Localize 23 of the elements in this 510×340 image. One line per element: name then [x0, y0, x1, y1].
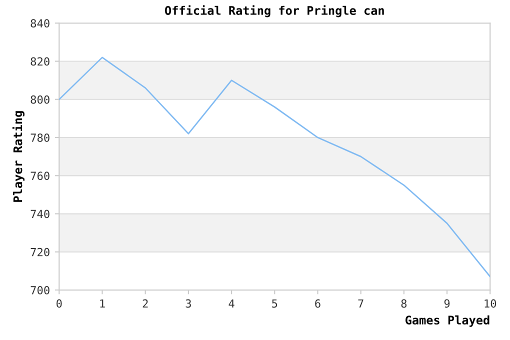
x-tick-label: 9 — [444, 299, 450, 308]
y-tick-label: 820 — [30, 57, 50, 66]
y-tick-label: 700 — [30, 286, 50, 294]
y-tick-label: 840 — [30, 19, 50, 28]
x-tick-label: 1 — [100, 299, 105, 308]
x-tick-label: 5 — [272, 299, 278, 308]
x-tick-label: 0 — [56, 299, 62, 308]
y-tick-label: 720 — [30, 248, 50, 256]
x-tick-label: 6 — [315, 299, 320, 308]
chart-title: Official Rating for Pringle can — [165, 5, 384, 18]
y-tick-label: 760 — [30, 172, 50, 180]
x-tick-label: 7 — [358, 299, 364, 308]
x-axis-title: Games Played — [405, 315, 490, 327]
y-tick-label: 740 — [30, 210, 50, 218]
x-tick-label: 10 — [484, 299, 496, 308]
y-tick-label: 780 — [30, 134, 50, 142]
y-axis-title: Player Rating — [12, 111, 24, 202]
x-tick-label: 2 — [142, 299, 148, 308]
line-series — [59, 56, 490, 278]
x-tick-label: 8 — [401, 299, 407, 308]
x-tick-label: 3 — [186, 299, 191, 308]
y-tick-label: 800 — [30, 95, 50, 104]
x-tick-label: 4 — [228, 299, 234, 308]
